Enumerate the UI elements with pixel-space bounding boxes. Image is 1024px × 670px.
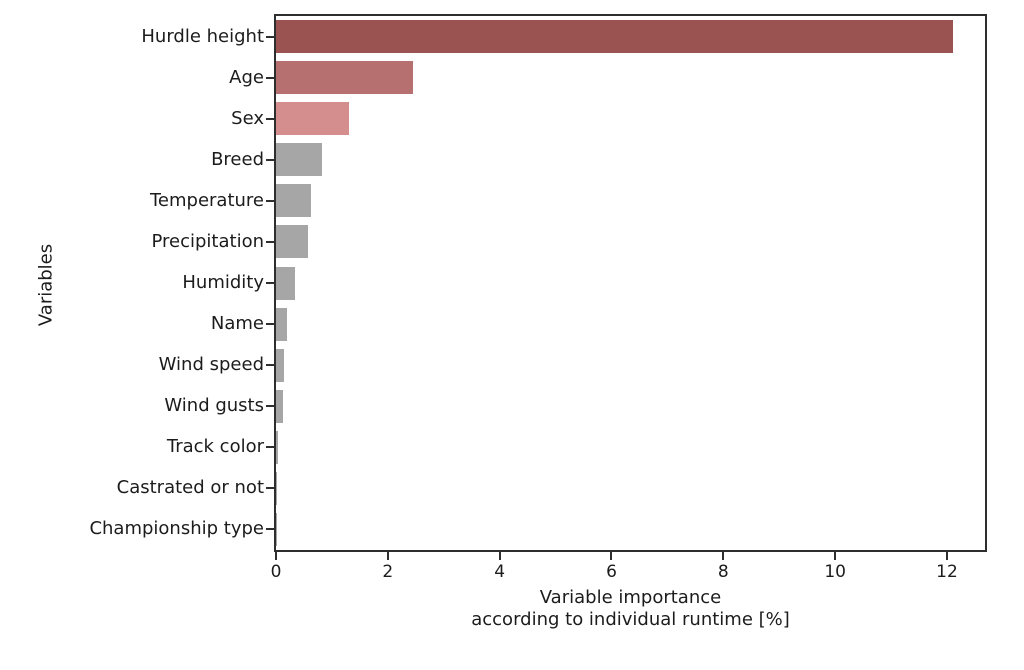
bar <box>276 348 285 382</box>
x-axis-title-line1: Variable importance <box>539 587 722 608</box>
y-tick-label: Age <box>229 66 264 88</box>
x-tick-label: 8 <box>717 562 729 582</box>
bar <box>276 430 279 464</box>
bar <box>276 307 288 341</box>
x-tick-label: 4 <box>494 562 506 582</box>
y-tick-label: Sex <box>231 107 264 129</box>
bar <box>276 102 349 136</box>
bar <box>276 225 309 259</box>
y-tick-label: Wind speed <box>158 354 264 376</box>
bar <box>276 61 413 95</box>
bar <box>276 184 311 218</box>
x-tick-label: 10 <box>824 562 846 582</box>
y-tick-mark <box>266 446 274 449</box>
bar <box>276 389 284 423</box>
x-tick-mark <box>722 552 725 560</box>
x-tick-mark <box>834 552 837 560</box>
y-tick-mark <box>266 405 274 408</box>
bar <box>276 266 295 300</box>
y-tick-mark <box>266 282 274 284</box>
y-tick-label: Precipitation <box>151 230 264 252</box>
y-tick-label: Wind gusts <box>164 395 264 417</box>
x-tick-mark <box>610 552 613 560</box>
x-axis-title-line2: according to individual runtime [%] <box>471 609 790 630</box>
y-tick-label: Hurdle height <box>141 25 264 47</box>
bar <box>276 20 953 54</box>
x-tick-label: 2 <box>382 562 394 582</box>
y-tick-mark <box>266 364 274 367</box>
x-tick-label: 12 <box>936 562 958 582</box>
y-tick-label: Breed <box>211 148 264 170</box>
y-tick-mark <box>266 240 274 243</box>
y-tick-label: Castrated or not <box>116 477 264 499</box>
x-tick-label: 0 <box>270 562 282 582</box>
y-tick-mark <box>266 117 274 120</box>
bar <box>276 143 322 177</box>
y-tick-mark <box>266 158 274 161</box>
y-tick-mark <box>266 35 274 38</box>
x-tick-label: 6 <box>606 562 617 582</box>
y-tick-mark <box>266 528 274 531</box>
y-tick-mark <box>266 323 274 326</box>
y-tick-label: Championship type <box>89 518 264 540</box>
y-tick-mark <box>266 76 274 79</box>
plot-area: Hurdle height Age Sex Breed Temperature Preci… <box>89 14 987 582</box>
bar <box>276 471 277 505</box>
x-tick-mark <box>275 552 277 560</box>
y-tick-label: Name <box>210 313 264 335</box>
y-tick-mark <box>266 199 274 202</box>
y-tick-label: Humidity <box>182 272 264 293</box>
x-tick-mark <box>386 552 389 560</box>
y-tick-mark <box>266 487 274 490</box>
y-tick-label: Temperature <box>149 189 264 211</box>
x-axis-title: Variable importance according to individ… <box>276 587 985 631</box>
y-tick-label: Track color <box>166 436 264 458</box>
x-tick-mark <box>945 552 948 560</box>
x-tick-mark <box>498 552 501 560</box>
